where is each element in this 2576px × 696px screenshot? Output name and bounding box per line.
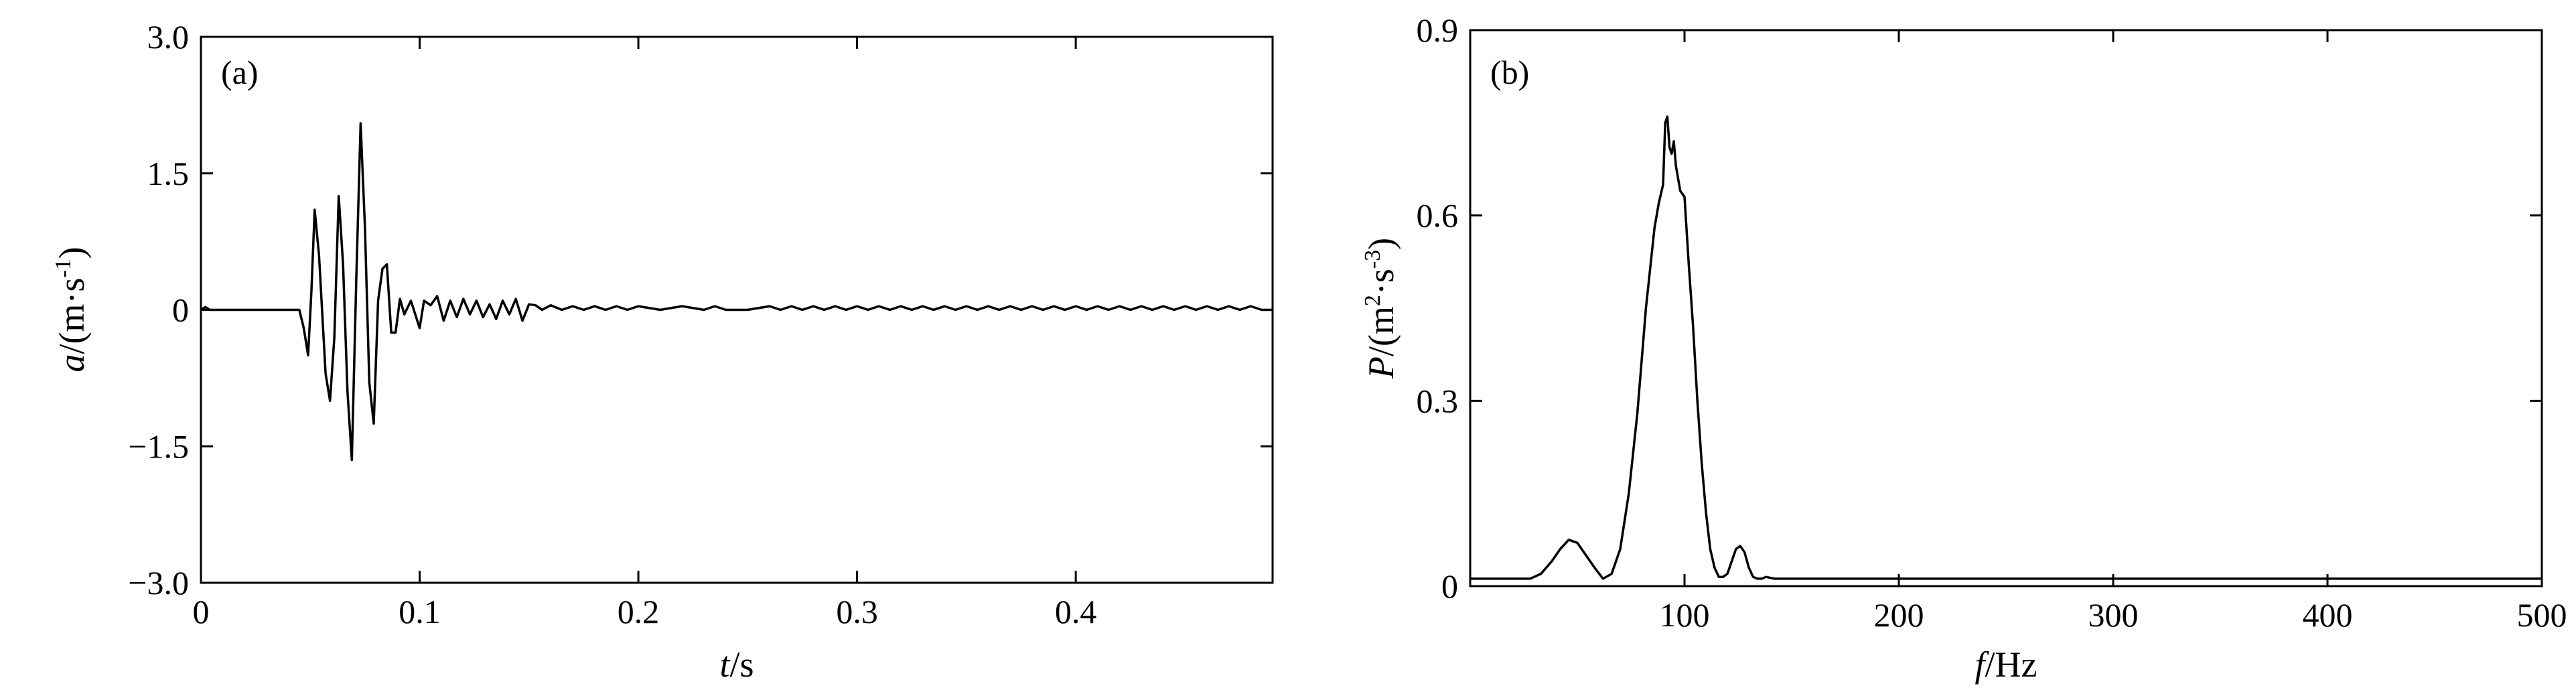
x-tick-label-b: 100 (1660, 596, 1710, 634)
x-axis-label-b: f/Hz (1975, 644, 2037, 685)
tick-labels-a: 0 0.1 0.2 0.3 0.4 −3.0 −1.5 0 1.5 3.0 (128, 18, 1096, 630)
y-tick-label-b: 0.3 (1417, 382, 1459, 419)
y-tick-label-a: 1.5 (147, 155, 190, 192)
y-tick-label-a: −3.0 (128, 564, 189, 602)
panel-label-b: (b) (1490, 54, 1529, 91)
series-line-b (1470, 115, 2542, 580)
y-tick-label-a: 3.0 (147, 18, 190, 56)
y-axis-label-a: a/(m·s-1) (51, 247, 92, 372)
x-axis-unit-a: /s (729, 644, 754, 685)
x-tick-label-a: 0 (193, 593, 210, 630)
y-axis-unit-a: /(m·s (52, 278, 92, 354)
x-axis-var-a: t (719, 644, 731, 685)
plot-frame-b (1469, 29, 2543, 587)
y-axis-var-a: a (52, 354, 92, 372)
panel-label-a: (a) (221, 54, 259, 91)
chart-panel-a: 0 0.1 0.2 0.3 0.4 −3.0 −1.5 0 1.5 3.0 (a) t/s a/(… (51, 18, 1274, 685)
y-axis-unit-sup-a: -1 (51, 259, 76, 277)
x-tick-label-a: 0.3 (836, 593, 878, 630)
x-tick-label-b: 300 (2088, 596, 2139, 634)
x-axis-unit-b: /Hz (1985, 644, 2037, 685)
x-tick-label-a: 0.4 (1055, 593, 1097, 630)
y-axis-unit-close-b: ) (1361, 238, 1401, 250)
y-axis-label-b: P/(m2·s-3) (1360, 238, 1401, 379)
x-tick-label-a: 0.1 (399, 593, 441, 630)
x-tick-label-a: 0.2 (618, 593, 660, 630)
x-tick-label-b: 500 (2517, 596, 2567, 634)
x-axis-label-a: t/s (719, 644, 754, 685)
y-axis-unit-sup2-b: -3 (1360, 250, 1385, 269)
series-line-a (200, 122, 1273, 462)
y-axis-unit-b: /(m (1361, 306, 1401, 356)
tick-marks-b (1470, 29, 2543, 587)
tick-labels-b: 100 200 300 400 500 0 0.3 0.6 0.9 (1417, 11, 2567, 634)
chart-panel-b: 100 200 300 400 500 0 0.3 0.6 0.9 (b) f/Hz P/(m2… (1360, 11, 2567, 685)
y-tick-label-b: 0.9 (1417, 11, 1459, 49)
y-axis-var-b: P (1361, 356, 1401, 379)
y-tick-label-a: 0 (172, 291, 189, 329)
x-tick-label-b: 200 (1874, 596, 1924, 634)
y-axis-unit-mid-b: ·s (1361, 269, 1401, 295)
y-tick-label-b: 0 (1441, 567, 1458, 605)
y-tick-label-a: −1.5 (128, 427, 189, 465)
y-tick-label-b: 0.6 (1417, 197, 1459, 234)
x-tick-label-b: 400 (2303, 596, 2353, 634)
y-axis-unit-sup-b: 2 (1360, 295, 1385, 306)
y-axis-unit-close-a: ) (52, 247, 92, 259)
